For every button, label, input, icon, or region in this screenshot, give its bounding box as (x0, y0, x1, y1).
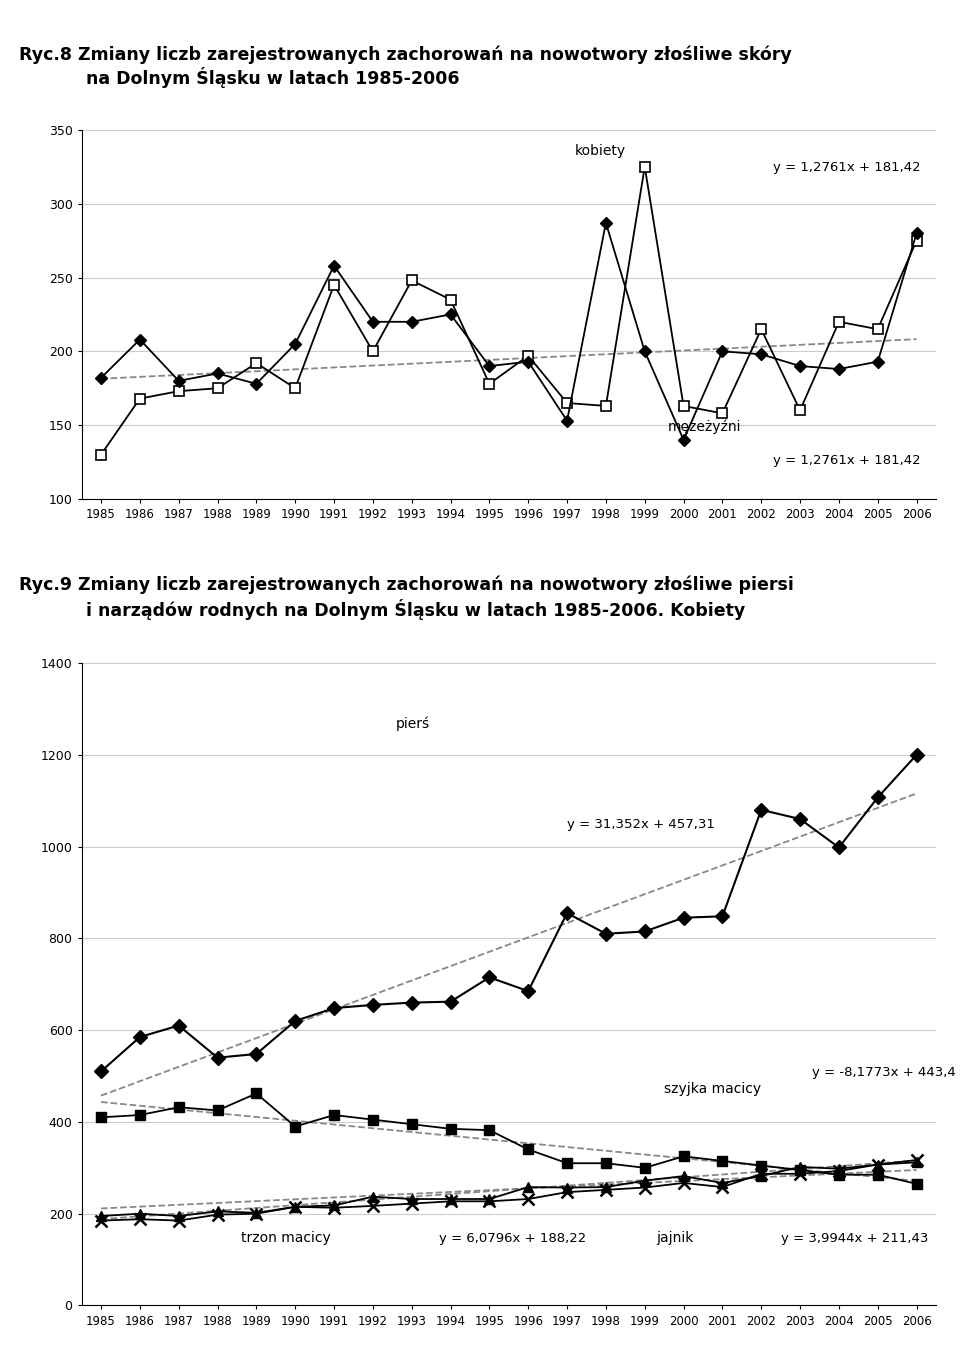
Text: kobiety: kobiety (575, 144, 626, 159)
Text: y = -8,1773x + 443,4: y = -8,1773x + 443,4 (812, 1066, 955, 1079)
Text: trzon macicy: trzon macicy (241, 1232, 330, 1245)
Text: mężeżyźni: mężeżyźni (668, 420, 741, 435)
Text: Ryc.9 Zmiany liczb zarejestrowanych zachorowań na nowotwory złośliwe piersi: Ryc.9 Zmiany liczb zarejestrowanych zach… (19, 576, 794, 595)
Text: na Dolnym Śląsku w latach 1985-2006: na Dolnym Śląsku w latach 1985-2006 (86, 67, 460, 89)
Text: i narządów rodnych na Dolnym Śląsku w latach 1985-2006. Kobiety: i narządów rodnych na Dolnym Śląsku w la… (86, 599, 746, 621)
Text: y = 1,2761x + 181,42: y = 1,2761x + 181,42 (773, 161, 921, 174)
Text: jajnik: jajnik (657, 1232, 694, 1245)
Text: szyjka macicy: szyjka macicy (664, 1083, 761, 1096)
Text: y = 3,9944x + 211,43: y = 3,9944x + 211,43 (780, 1232, 928, 1245)
Text: y = 1,2761x + 181,42: y = 1,2761x + 181,42 (773, 454, 921, 466)
Text: Ryc.8 Zmiany liczb zarejestrowanych zachorowań na nowotwory złośliwe skóry: Ryc.8 Zmiany liczb zarejestrowanych zach… (19, 45, 792, 64)
Text: y = 6,0796x + 188,22: y = 6,0796x + 188,22 (439, 1232, 587, 1245)
Text: y = 31,352x + 457,31: y = 31,352x + 457,31 (567, 819, 715, 831)
Text: pierś: pierś (396, 716, 430, 731)
